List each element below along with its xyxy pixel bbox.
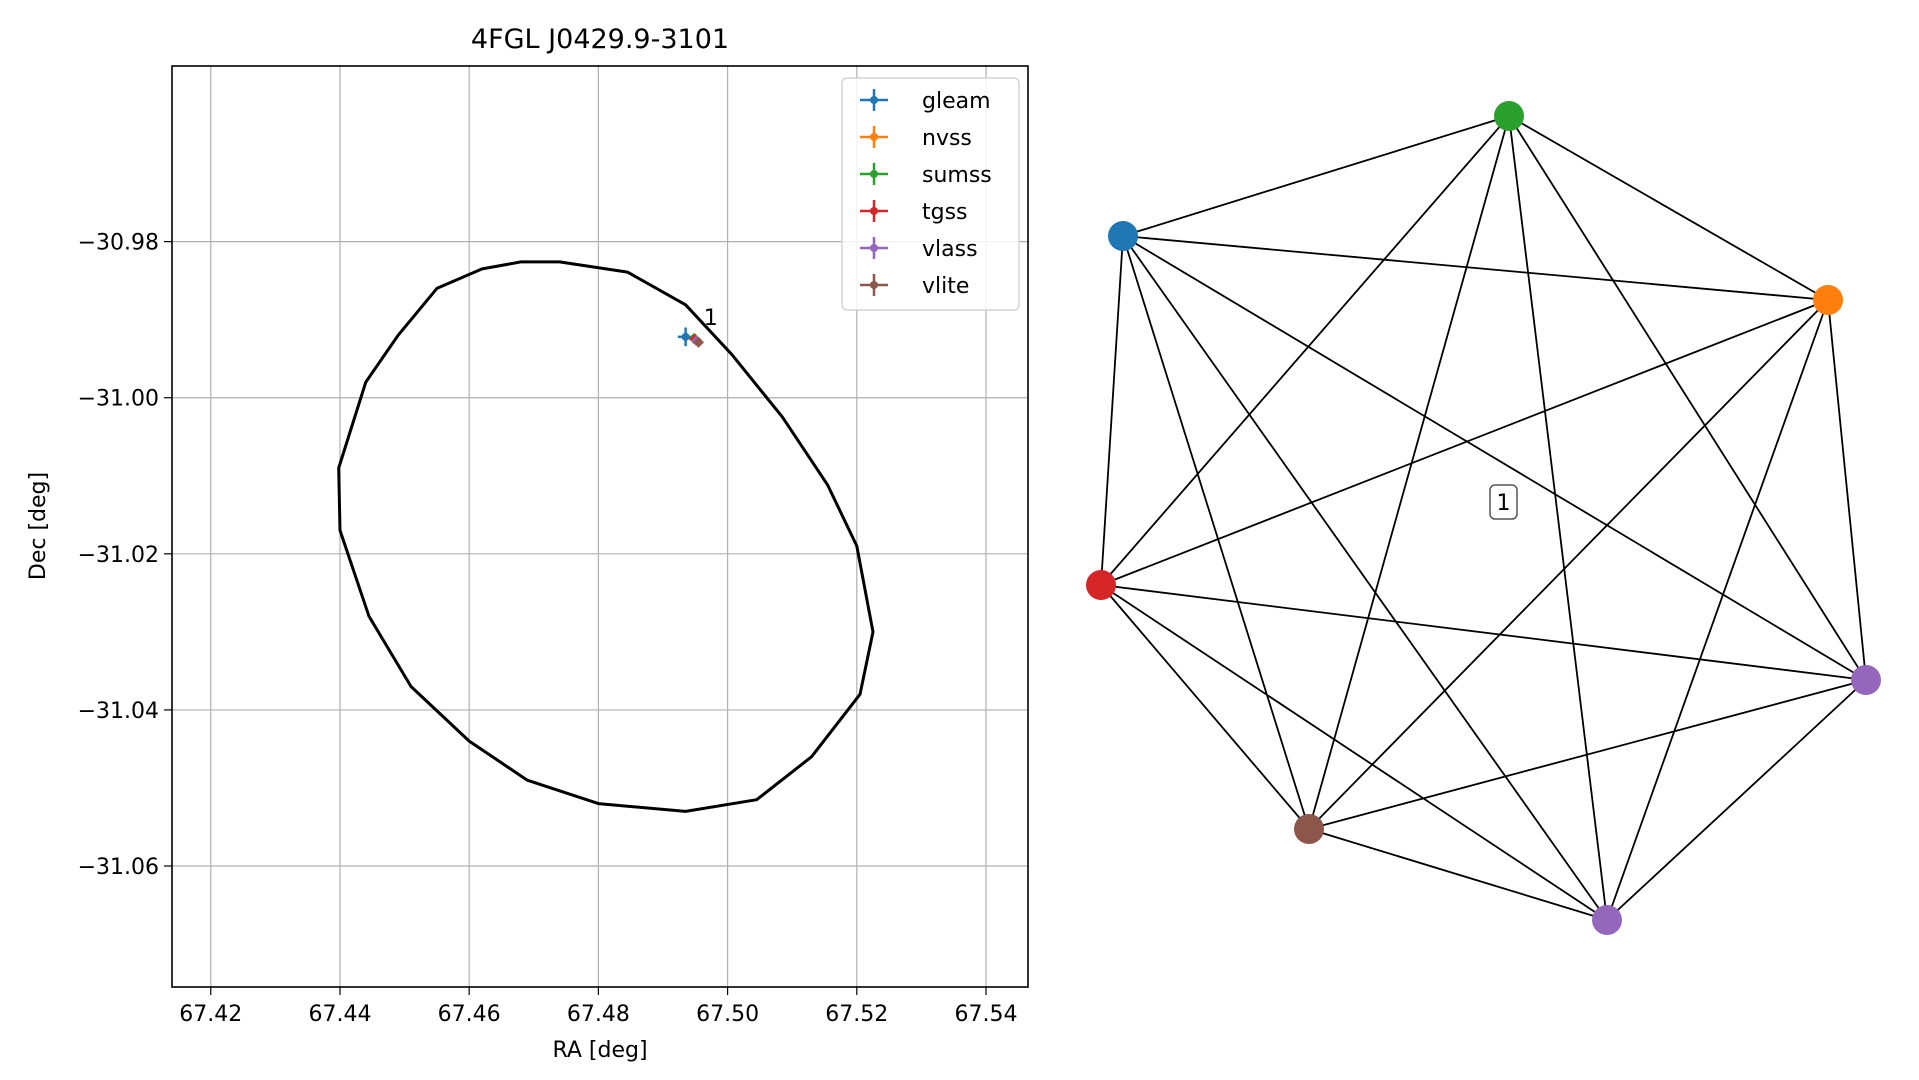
legend-item-vlass: vlass	[860, 237, 978, 262]
network-edge	[1308, 299, 1829, 830]
network-edge	[1308, 679, 1867, 830]
chart-title: 4FGL J0429.9-3101	[471, 24, 729, 55]
network-edge	[1100, 299, 1829, 586]
legend-label: sumss	[922, 163, 992, 188]
legend: gleam nvss sumss tgss vlass vlite	[841, 77, 1020, 311]
network-edge	[1508, 115, 1829, 301]
x-tick-label: 67.52	[825, 1002, 888, 1027]
network-edge	[1122, 235, 1829, 301]
network-edge	[1308, 828, 1608, 921]
point-vlite	[693, 337, 704, 348]
network-edge	[1606, 299, 1829, 921]
scatter-panel: 4FGL J0429.9-3101 1 67.42 67.44 67.46 67.48…	[26, 24, 1029, 1063]
network-node-tgss	[1086, 570, 1116, 600]
network-edges	[1100, 115, 1867, 921]
network-nodes	[1086, 101, 1881, 935]
y-tick-label: −31.04	[78, 699, 159, 724]
network-node-vlite	[1294, 814, 1324, 844]
network-center-label: 1	[1489, 484, 1518, 520]
network-node-sumss	[1494, 101, 1524, 131]
x-axis-ticks: 67.42 67.44 67.46 67.48 67.50 67.52 67.54	[179, 987, 1017, 1027]
y-axis-ticks: −30.98 −31.00 −31.02 −31.04 −31.06	[78, 231, 172, 880]
x-tick-label: 67.48	[567, 1002, 630, 1027]
x-tick-label: 67.50	[696, 1002, 759, 1027]
x-tick-label: 67.42	[179, 1002, 242, 1027]
point-annotation: 1	[704, 306, 718, 331]
y-tick-label: −31.00	[78, 387, 159, 412]
network-node-gleam	[1108, 221, 1138, 251]
y-tick-label: −31.06	[78, 855, 159, 880]
legend-label: gleam	[922, 89, 991, 114]
plot-frame	[171, 65, 1029, 988]
network-edge	[1100, 584, 1608, 921]
x-tick-label: 67.44	[308, 1002, 371, 1027]
network-edge	[1308, 115, 1510, 830]
legend-item-gleam: gleam	[860, 89, 991, 114]
legend-label: nvss	[922, 126, 972, 151]
network-edge	[1606, 679, 1867, 921]
network-node-vlass-2	[1592, 905, 1622, 935]
network-panel: 1	[1086, 101, 1881, 935]
legend-item-tgss: tgss	[860, 200, 968, 225]
y-tick-label: −31.02	[78, 543, 159, 568]
data-points: 1	[677, 306, 718, 348]
network-edge	[1122, 235, 1310, 830]
network-edge	[1100, 584, 1310, 830]
network-edge	[1100, 115, 1510, 586]
legend-item-sumss: sumss	[860, 163, 992, 188]
network-edge	[1827, 299, 1867, 681]
error-ellipse	[337, 260, 875, 813]
x-axis-label: RA [deg]	[552, 1038, 647, 1063]
error-ellipse-path	[337, 260, 875, 813]
network-edge	[1508, 115, 1608, 921]
legend-label: tgss	[922, 200, 968, 225]
x-tick-label: 67.46	[438, 1002, 501, 1027]
network-edge	[1100, 235, 1124, 586]
legend-label: vlite	[922, 274, 969, 299]
network-edge	[1122, 235, 1867, 681]
legend-item-nvss: nvss	[860, 126, 972, 151]
y-axis-label: Dec [deg]	[26, 472, 51, 580]
network-node-nvss	[1813, 285, 1843, 315]
network-edge	[1100, 584, 1867, 681]
center-label-text: 1	[1497, 491, 1511, 516]
network-edge	[1122, 115, 1510, 237]
legend-item-vlite: vlite	[860, 274, 969, 299]
legend-label: vlass	[922, 237, 978, 262]
network-edge	[1122, 235, 1608, 921]
y-tick-label: −30.98	[78, 231, 159, 256]
x-tick-label: 67.54	[955, 1002, 1018, 1027]
network-edge	[1508, 115, 1867, 681]
network-node-vlass	[1851, 665, 1881, 695]
